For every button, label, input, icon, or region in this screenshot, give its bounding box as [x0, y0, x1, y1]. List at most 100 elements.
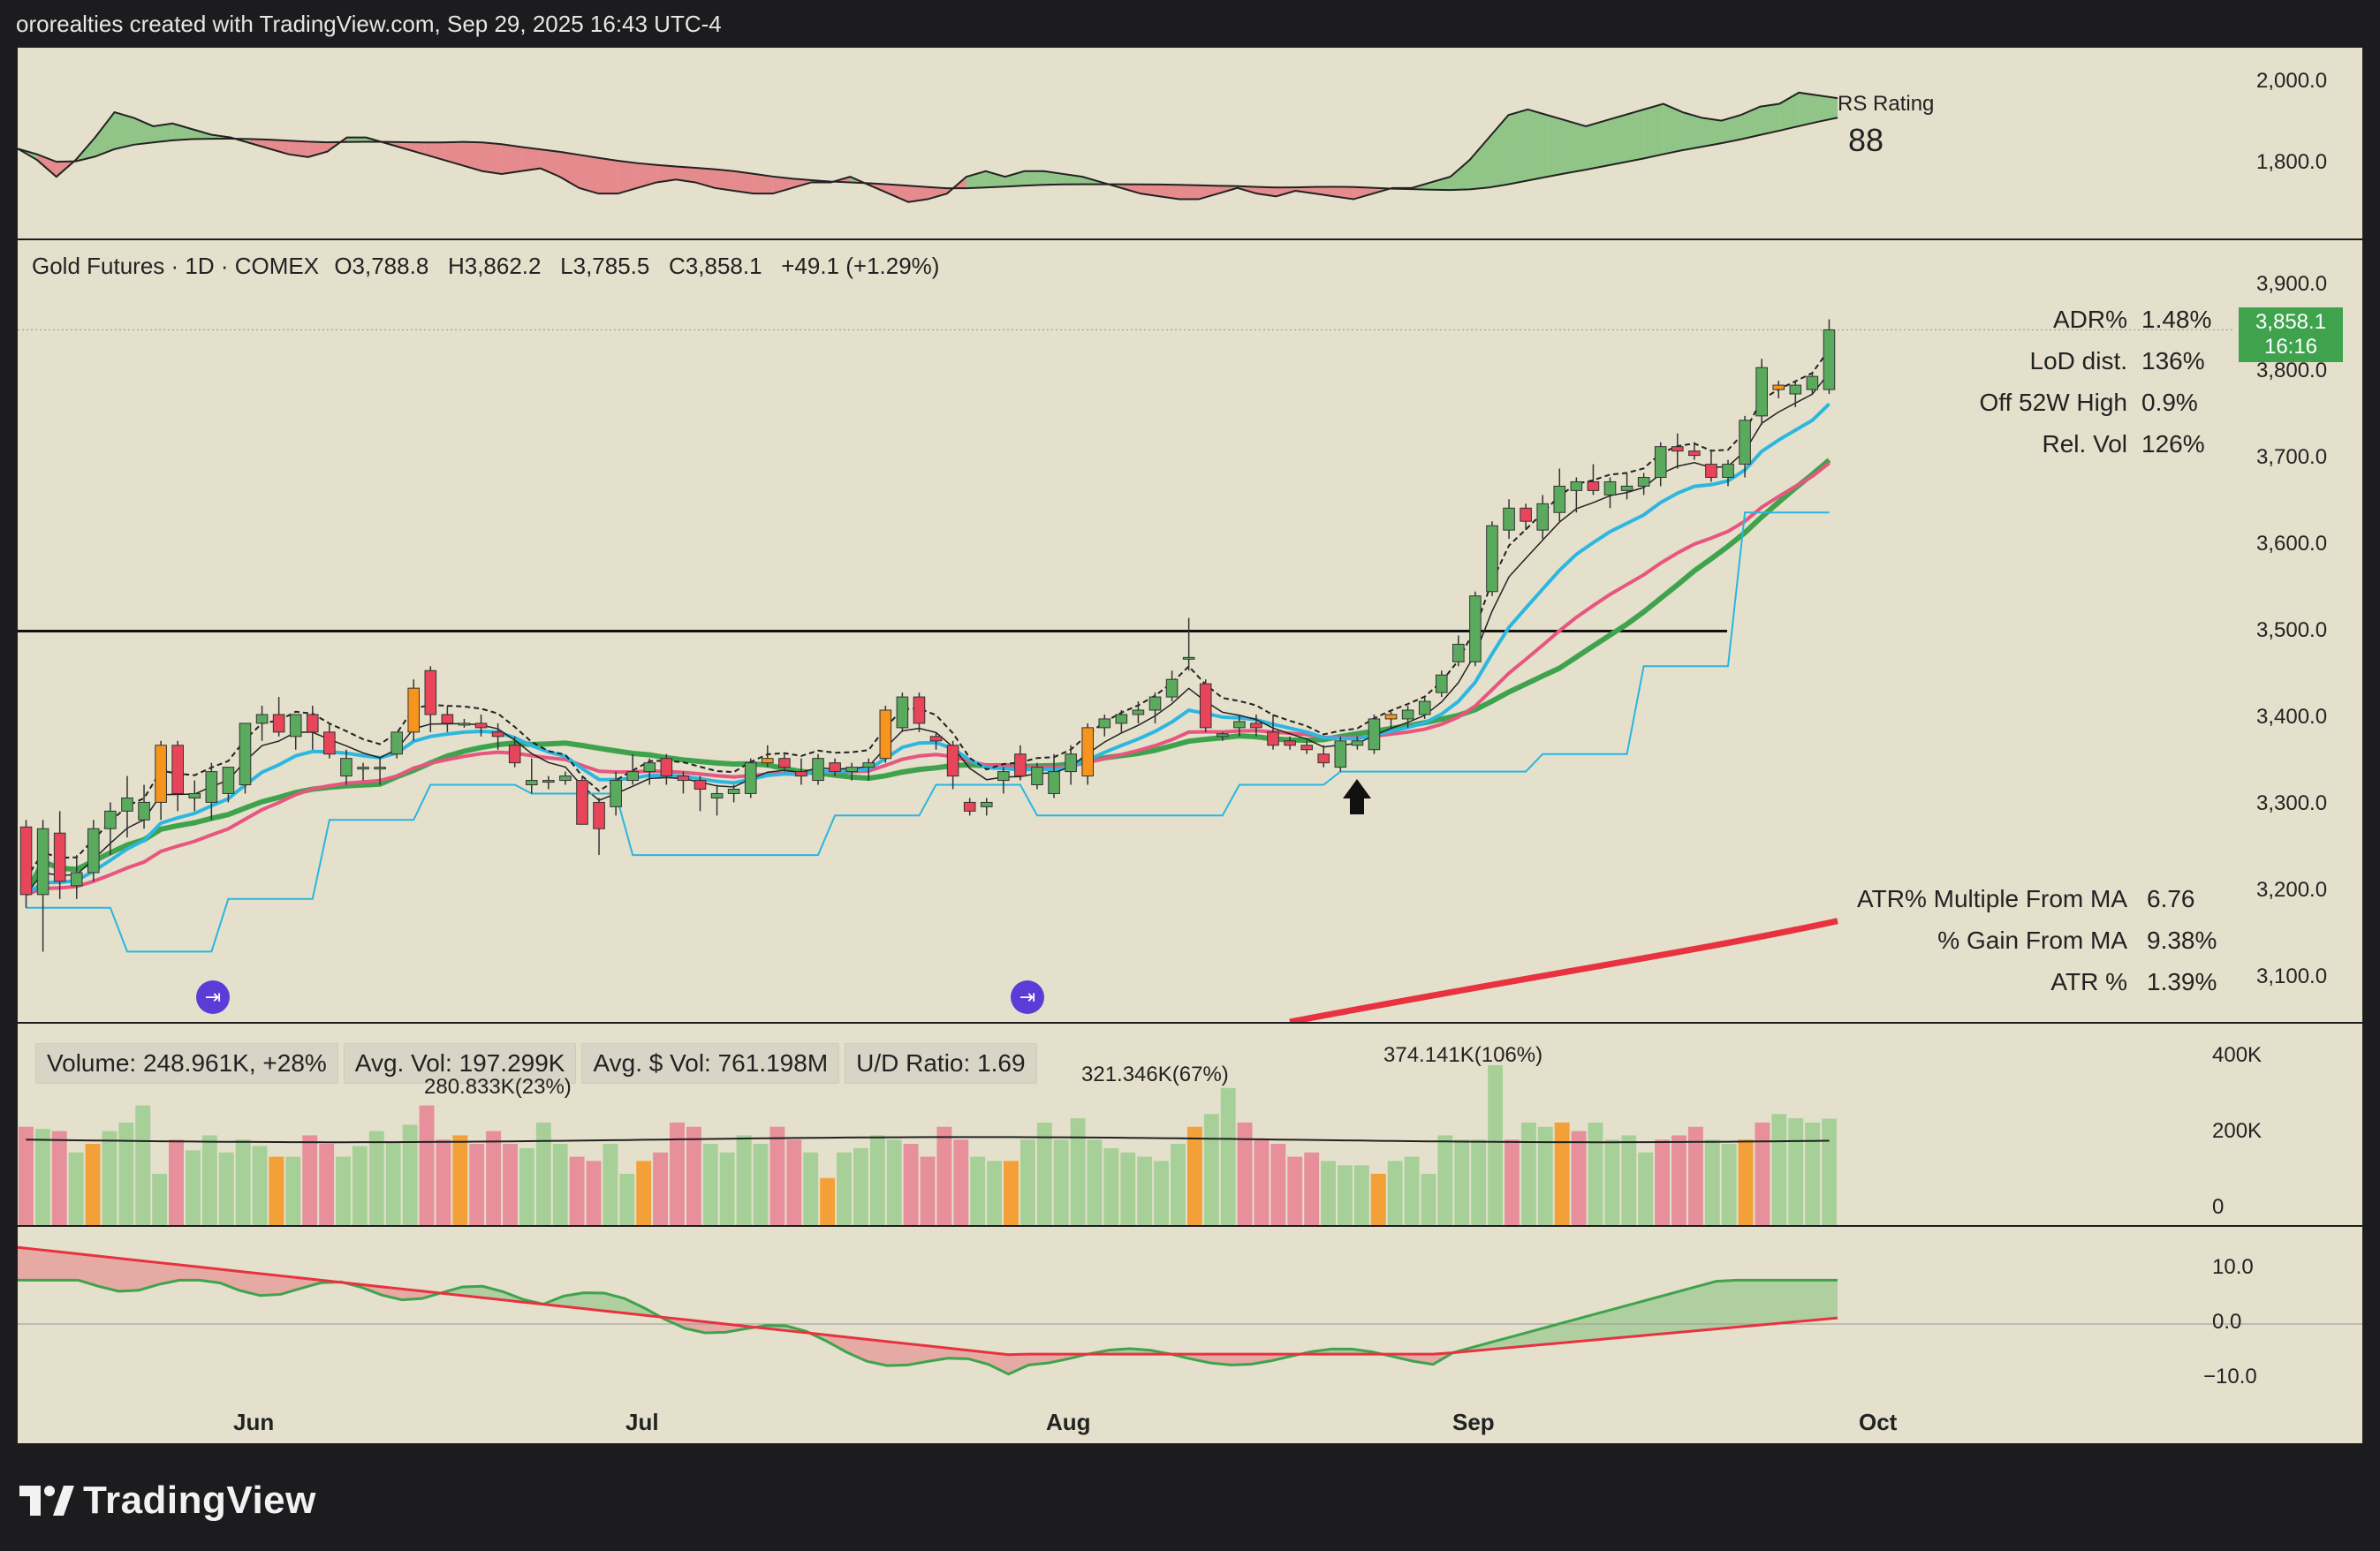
rs-fill	[1353, 186, 1374, 200]
volume-bar	[1203, 1114, 1219, 1225]
tradingview-logo[interactable]: TradingView	[19, 1479, 316, 1523]
osc-fill	[826, 1335, 847, 1352]
candle-body	[980, 801, 993, 807]
osc-fill	[1656, 1292, 1676, 1335]
candle-body	[458, 723, 471, 726]
volume-chart	[19, 1065, 1837, 1225]
volume-bar	[1370, 1173, 1386, 1225]
rs-fill	[1295, 186, 1315, 194]
replay-icon[interactable]: ⇥	[196, 980, 230, 1014]
candle-body	[762, 758, 774, 764]
candle	[1603, 477, 1617, 509]
osc-fill	[260, 1273, 281, 1296]
volume-bar	[1604, 1139, 1620, 1225]
footer: TradingView	[0, 1443, 2380, 1551]
sma200-line	[1289, 918, 1838, 1022]
stat-label: % Gain From MA	[1937, 927, 2127, 954]
osc-fill	[219, 1269, 240, 1291]
volume-bar	[1471, 1139, 1487, 1225]
candle	[1671, 433, 1684, 469]
candle-body	[845, 767, 858, 773]
volume-bar	[1537, 1126, 1553, 1225]
candle	[1267, 714, 1279, 750]
rs-fill	[1198, 185, 1218, 200]
rs-fill	[1430, 177, 1451, 191]
candle	[744, 758, 757, 798]
candle	[525, 758, 538, 794]
rs-fill	[908, 185, 928, 202]
oscillator-panel[interactable]: 10.0 0.0 −10.0 Jun Jul Aug Sep Oct	[18, 1227, 2362, 1443]
candle-body	[307, 714, 319, 733]
volume-bar	[269, 1156, 284, 1225]
candle-body	[929, 736, 943, 742]
candle	[1165, 670, 1179, 702]
osc-fill	[200, 1267, 220, 1283]
rs-fill	[579, 155, 599, 194]
candle	[104, 802, 117, 856]
candle	[946, 740, 959, 790]
candle-body	[1031, 767, 1043, 786]
candle	[87, 820, 100, 881]
replay-icon[interactable]: ⇥	[1011, 980, 1044, 1014]
candle	[862, 758, 875, 781]
ema21-line	[25, 402, 1830, 897]
candle	[1688, 442, 1701, 460]
candle	[155, 740, 167, 821]
rs-fill	[1740, 106, 1761, 140]
candle-body	[1065, 753, 1077, 773]
candle-body	[1250, 723, 1262, 729]
candle	[1823, 319, 1836, 395]
volume-bar	[535, 1122, 551, 1225]
rs-fill	[889, 184, 909, 202]
osc-fill	[159, 1262, 180, 1285]
candle-body	[1789, 384, 1802, 395]
volume-bar	[1053, 1139, 1069, 1225]
rs-fill	[656, 164, 677, 183]
volume-bar	[1387, 1161, 1403, 1225]
rs-rating-panel[interactable]: RS Rating 88 2,000.0 1,800.0	[18, 48, 2362, 238]
price-panel[interactable]: Gold Futures · 1D · COMEX O3,788.8 H3,86…	[18, 240, 2362, 1022]
candle	[239, 723, 252, 794]
candle-body	[879, 709, 892, 760]
candle	[171, 740, 184, 812]
header-text: ororealties created with TradingView.com…	[16, 11, 722, 37]
rs-fill	[637, 163, 657, 188]
osc-fill	[583, 1292, 604, 1312]
osc-fill	[382, 1286, 402, 1300]
candle-body	[643, 762, 656, 773]
candle-body	[205, 771, 218, 803]
candle-body	[1048, 771, 1060, 794]
candle-body	[508, 745, 521, 764]
upper-band-line	[25, 349, 1830, 880]
volume-bar	[970, 1156, 986, 1225]
rs-fill	[1159, 184, 1179, 200]
rs-value: 88	[1848, 122, 1884, 158]
volume-bar	[503, 1144, 518, 1225]
candle-body	[913, 696, 926, 724]
candle-body	[677, 776, 690, 782]
rs-fill	[1643, 103, 1664, 159]
volume-bar	[118, 1122, 134, 1225]
osc-fill	[967, 1350, 989, 1365]
volume-bar	[201, 1135, 217, 1225]
volume-bar	[102, 1131, 117, 1225]
candle-body	[1334, 740, 1347, 768]
volume-bar	[586, 1161, 602, 1225]
rs-fill	[1508, 109, 1528, 185]
rs-fill	[733, 170, 754, 194]
volume-bar	[736, 1135, 752, 1225]
volume-bar	[753, 1144, 769, 1225]
candle-body	[1739, 420, 1751, 465]
x-axis-label-sep: Sep	[1452, 1409, 1495, 1435]
breakout-arrow-icon	[1343, 779, 1371, 814]
volume-bar	[1087, 1139, 1103, 1225]
rs-fill	[1663, 103, 1683, 155]
volume-bar	[1520, 1122, 1536, 1225]
candle-body	[239, 723, 252, 786]
volume-bar	[68, 1152, 84, 1225]
osc-fill	[907, 1343, 928, 1366]
candle	[1351, 736, 1364, 750]
osc-fill	[1008, 1354, 1029, 1374]
volume-panel[interactable]: Volume: 248.961K, +28% Avg. Vol: 197.299K…	[18, 1024, 2362, 1225]
candle	[643, 758, 656, 785]
